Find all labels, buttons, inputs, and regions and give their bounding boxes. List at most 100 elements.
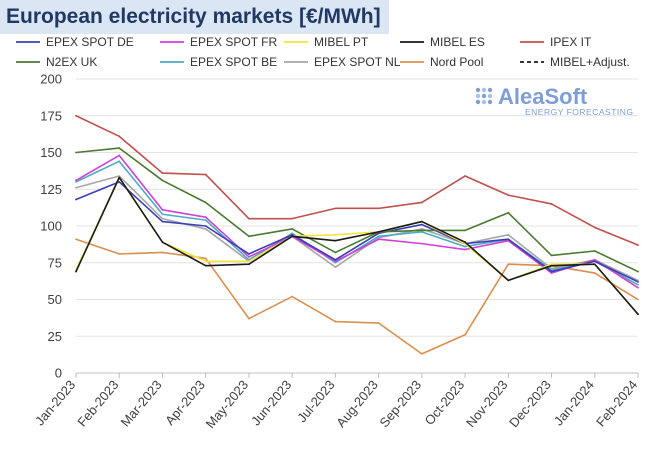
data-point-n2ex-uk: [334, 251, 337, 254]
x-tick-label: Feb-2023: [74, 377, 121, 429]
data-point-n2ex-uk: [637, 270, 639, 273]
legend-item-mibel-es: MIBEL ES: [400, 35, 485, 49]
data-point-mibel-es: [75, 270, 77, 273]
logo-dot: [475, 99, 481, 105]
data-point-n2ex-uk: [464, 229, 466, 232]
series-line-epex-spot-nl: [75, 175, 639, 282]
data-point-mibel-es: [377, 230, 380, 233]
data-point-epex-spot-fr: [248, 255, 250, 258]
data-point-nord-pool: [377, 322, 380, 324]
logo-tagline: ENERGY FORECASTING: [525, 107, 634, 117]
legend-item-nord-pool: Nord Pool: [400, 55, 483, 69]
data-point-mibel-es: [507, 279, 510, 282]
legend-label: EPEX SPOT NL: [314, 55, 401, 69]
data-point-nord-pool: [420, 352, 423, 355]
y-tick-label: 150: [40, 145, 62, 160]
legend-label: EPEX SPOT FR: [190, 35, 277, 49]
logo-dot: [481, 93, 487, 99]
data-point-ipex-it: [593, 226, 596, 229]
data-point-mibel-pt: [248, 260, 250, 263]
data-point-mibel-es: [464, 241, 466, 244]
x-tick-label: Apr-2023: [162, 377, 208, 428]
data-point-mibel-es: [550, 264, 553, 267]
data-point-nord-pool: [161, 251, 164, 254]
data-point-ipex-it: [550, 203, 553, 205]
data-point-epex-spot-nl: [161, 217, 164, 220]
legend-item-mibel-adjust-: MIBEL+Adjust.: [520, 55, 630, 69]
data-point-ipex-it: [161, 172, 164, 174]
data-point-epex-spot-be: [637, 283, 639, 286]
data-point-epex-spot-de: [334, 258, 337, 261]
data-point-n2ex-uk: [291, 228, 294, 230]
y-tick-label: 175: [40, 108, 62, 123]
data-point-ipex-it: [204, 173, 207, 176]
data-point-epex-spot-de: [75, 198, 77, 201]
x-tick-label: Jul-2023: [294, 377, 338, 425]
y-tick-label: 125: [40, 182, 62, 197]
aleasoft-logo: AleaSoft ENERGY FORECASTING: [475, 84, 634, 117]
data-point-epex-spot-de: [550, 270, 553, 273]
legend-item-epex-spot-nl: EPEX SPOT NL: [284, 55, 401, 69]
legend-label: MIBEL ES: [430, 35, 485, 49]
data-point-n2ex-uk: [507, 211, 510, 214]
data-point-nord-pool: [637, 298, 639, 301]
data-point-nord-pool: [507, 263, 510, 266]
legend-label: IPEX IT: [550, 35, 592, 49]
series-ipex-it: [75, 114, 639, 247]
data-point-epex-spot-nl: [204, 228, 207, 230]
data-point-epex-spot-fr: [75, 179, 77, 182]
data-point-mibel-es: [248, 263, 250, 266]
data-point-epex-spot-fr: [593, 258, 596, 261]
data-point-epex-spot-fr: [420, 242, 423, 245]
data-point-n2ex-uk: [550, 254, 553, 257]
data-point-epex-spot-de: [291, 233, 294, 236]
legend-label: EPEX SPOT BE: [190, 55, 277, 69]
x-tick-label: Nov-2023: [463, 377, 511, 430]
data-point-epex-spot-de: [637, 280, 639, 283]
data-point-epex-spot-fr: [464, 248, 466, 251]
data-point-epex-spot-fr: [334, 260, 337, 263]
logo-dot: [481, 99, 487, 105]
data-point-epex-spot-be: [464, 245, 466, 248]
data-point-epex-spot-fr: [550, 272, 553, 274]
data-point-epex-spot-nl: [507, 233, 510, 236]
logo-dot: [487, 93, 493, 99]
data-point-mibel-pt: [550, 263, 553, 266]
data-point-mibel-pt: [204, 260, 207, 263]
x-tick-label: Sep-2023: [376, 377, 424, 430]
y-tick-label: 100: [40, 219, 62, 234]
data-point-n2ex-uk: [118, 147, 121, 149]
x-tick-label: Jan-2023: [32, 377, 78, 428]
data-point-ipex-it: [420, 201, 423, 204]
data-point-n2ex-uk: [420, 229, 423, 232]
data-point-epex-spot-de: [248, 253, 250, 255]
data-point-ipex-it: [334, 207, 337, 210]
y-tick-label: 50: [48, 292, 62, 307]
data-point-epex-spot-de: [593, 260, 596, 263]
data-point-epex-spot-be: [118, 160, 121, 163]
data-point-mibel-es: [334, 239, 337, 242]
data-point-epex-spot-fr: [161, 208, 164, 211]
data-point-nord-pool: [204, 257, 207, 260]
data-point-ipex-it: [248, 217, 250, 220]
logo-dot: [475, 87, 481, 93]
legend-item-mibel-pt: MIBEL PT: [284, 35, 369, 49]
data-point-epex-spot-be: [377, 235, 380, 238]
logo-dot: [487, 99, 493, 105]
y-tick-label: 200: [40, 72, 62, 87]
data-point-epex-spot-fr: [377, 238, 380, 241]
series-line-ipex-it: [75, 115, 639, 246]
y-tick-label: 75: [48, 255, 62, 270]
data-point-epex-spot-nl: [75, 186, 77, 189]
data-point-nord-pool: [334, 320, 337, 323]
data-point-epex-spot-fr: [637, 286, 639, 289]
data-point-epex-spot-nl: [118, 175, 121, 177]
data-point-epex-spot-be: [161, 213, 164, 216]
data-point-nord-pool: [291, 295, 294, 298]
data-point-epex-spot-be: [291, 232, 294, 235]
data-point-n2ex-uk: [161, 179, 164, 182]
data-point-epex-spot-be: [204, 219, 207, 222]
data-point-mibel-pt: [334, 233, 337, 236]
